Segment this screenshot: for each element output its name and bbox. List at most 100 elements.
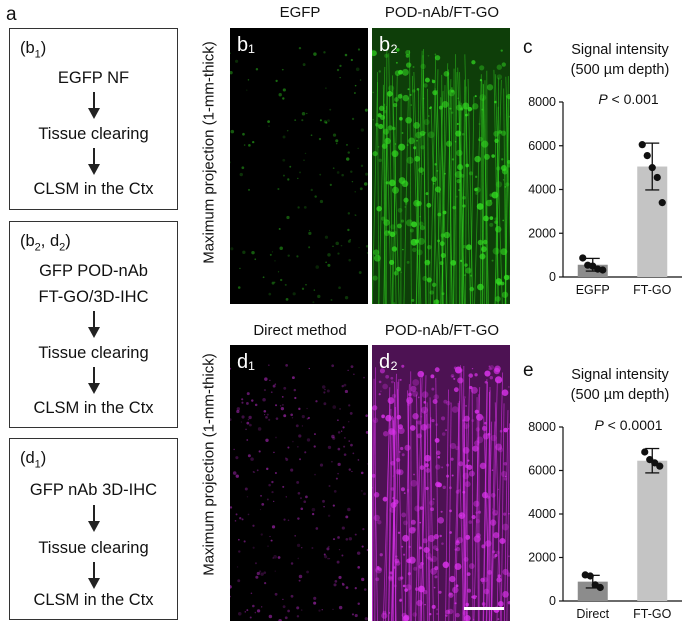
neuron-soma (274, 570, 276, 572)
neuron-soma (403, 520, 408, 526)
neuron-soma (450, 259, 457, 266)
neuron-soma (265, 415, 268, 419)
neuron-soma (483, 215, 489, 222)
neuron-soma (456, 537, 464, 544)
neuron-soma (337, 536, 340, 539)
neuron-soma (479, 462, 487, 470)
flowchart-b2-d2: (b2, d2) GFP POD-nAb FT-GO/3D-IHC Tissue… (9, 221, 178, 428)
neuron-soma (397, 207, 403, 213)
neuron-soma (366, 251, 368, 255)
neuron-soma (248, 144, 251, 147)
neuron-soma (395, 266, 401, 272)
neuron-soma (438, 590, 442, 594)
neuron-soma (424, 603, 426, 606)
neuron-soma (420, 561, 424, 566)
neuron-soma (301, 287, 305, 290)
neuron-soma (334, 579, 338, 583)
neuron-soma (241, 401, 244, 404)
neuron-soma (345, 586, 349, 589)
neuron-soma (508, 513, 510, 515)
neuron-soma (420, 63, 426, 70)
neuron-soma (230, 52, 231, 54)
neuron-soma (410, 519, 416, 525)
neuron-soma (398, 177, 406, 185)
neuron-soma (275, 417, 279, 420)
neuron-soma (324, 235, 329, 239)
neuron-soma (493, 532, 500, 539)
neuron-soma (296, 606, 300, 610)
neuron-soma (484, 370, 491, 377)
neuron-soma (337, 462, 341, 467)
neuron-soma (283, 518, 286, 521)
panel-label-a: a (6, 4, 17, 25)
neuron-soma (393, 584, 397, 588)
neuron-soma (268, 125, 270, 128)
neuron-soma (426, 260, 430, 264)
neuron-fiber (435, 377, 440, 621)
neuron-soma (486, 219, 489, 222)
neuron-soma (234, 520, 237, 522)
neuron-fiber (455, 365, 461, 621)
neuron-soma (337, 447, 341, 451)
neuron-soma (391, 246, 398, 252)
neuron-soma (446, 474, 450, 478)
neuron-soma (308, 246, 311, 249)
neuron-soma (468, 470, 475, 477)
neuron-soma (455, 489, 460, 494)
neuron-soma (427, 556, 432, 561)
neuron-soma (401, 545, 404, 548)
neuron-fiber (463, 409, 467, 621)
neuron-soma (496, 166, 501, 171)
neuron-soma (305, 284, 307, 286)
neuron-soma (377, 113, 382, 118)
micrograph-d2: d₂ (372, 345, 510, 621)
neuron-soma (414, 239, 419, 244)
neuron-soma (238, 538, 240, 541)
neuron-soma (463, 556, 469, 562)
neuron-soma (339, 76, 341, 79)
neuron-soma (354, 587, 357, 590)
neuron-soma (247, 79, 250, 81)
neuron-soma (507, 601, 510, 605)
neuron-soma (412, 413, 419, 420)
neuron-soma (267, 545, 269, 547)
neuron-soma (440, 252, 446, 259)
neuron-soma (414, 155, 421, 162)
neuron-soma (381, 612, 388, 619)
neuron-soma (412, 612, 418, 617)
neuron-soma (401, 132, 404, 134)
neuron-soma (296, 615, 300, 618)
neuron-soma (398, 143, 406, 151)
neuron-soma (429, 290, 434, 295)
neuron-soma (433, 534, 439, 540)
neuron-fiber (483, 416, 490, 621)
neuron-soma (424, 259, 431, 266)
neuron-fiber (470, 96, 475, 304)
neuron-soma (506, 275, 510, 280)
neuron-soma (274, 383, 277, 386)
neuron-soma (446, 463, 450, 467)
neuron-soma (372, 91, 374, 94)
neuron-soma (484, 421, 487, 425)
neuron-soma (299, 497, 302, 500)
neuron-soma (287, 519, 290, 522)
neuron-soma (393, 270, 399, 276)
neuron-soma (387, 397, 395, 404)
neuron-soma (489, 519, 497, 526)
neuron-soma (496, 577, 502, 583)
neuron-soma (497, 574, 501, 578)
neuron-soma (386, 90, 393, 97)
neuron-soma (262, 276, 265, 279)
neuron-soma (454, 170, 462, 179)
neuron-soma (253, 471, 256, 473)
neuron-soma (507, 427, 510, 430)
neuron-soma (465, 267, 472, 274)
neuron-soma (451, 87, 453, 89)
neuron-soma (483, 588, 490, 595)
neuron-soma (395, 61, 398, 64)
neuron-soma (424, 276, 426, 278)
neuron-soma (410, 479, 418, 487)
neuron-soma (474, 175, 478, 178)
neuron-soma (449, 531, 452, 534)
neuron-soma (455, 446, 460, 451)
